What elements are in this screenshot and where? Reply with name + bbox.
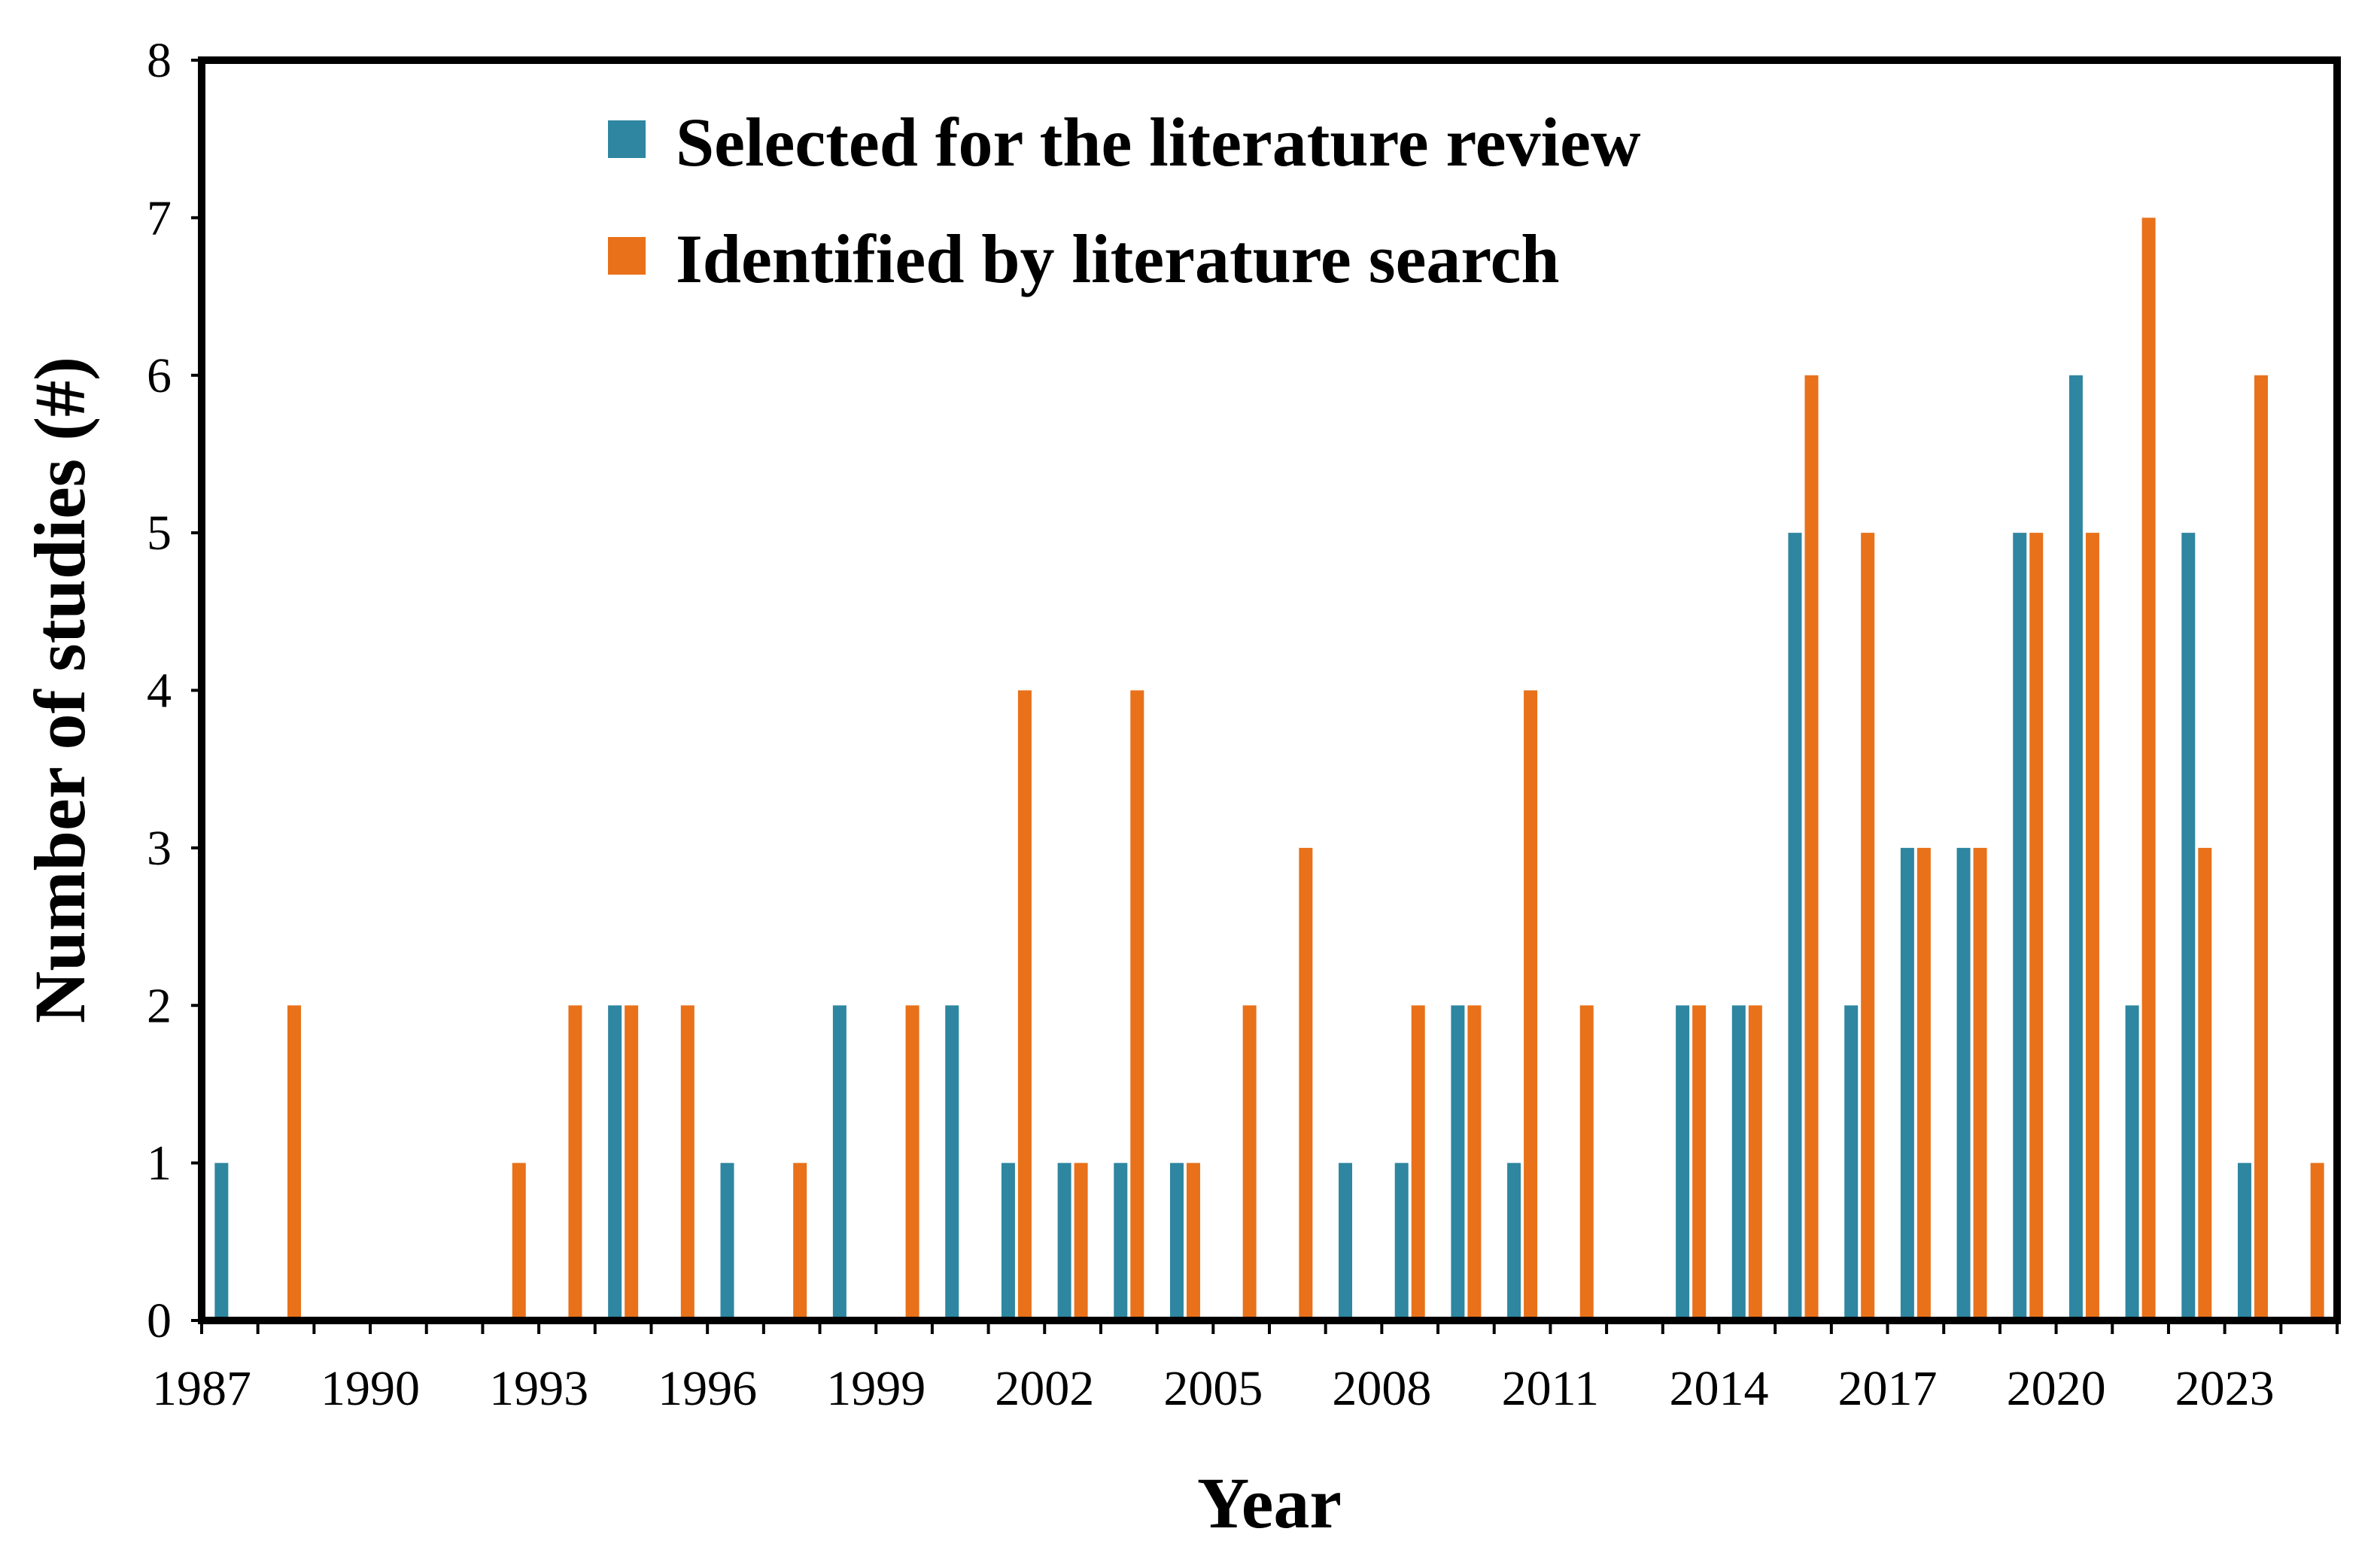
legend-swatch-selected xyxy=(608,120,646,158)
bar-identified-2002 xyxy=(1074,1162,1088,1320)
bar-identified-2004 xyxy=(1186,1162,1200,1320)
x-axis-title: Year xyxy=(1197,1463,1342,1543)
bar-selected-2022 xyxy=(2181,533,2196,1320)
y-tick-label: 2 xyxy=(147,978,172,1033)
bar-selected-2018 xyxy=(1956,847,1971,1320)
bar-identified-1992 xyxy=(512,1162,526,1320)
bar-identified-2009 xyxy=(1467,1005,1482,1320)
bar-selected-2019 xyxy=(2013,533,2027,1320)
bar-selected-2014 xyxy=(1731,1005,1746,1320)
bar-selected-2013 xyxy=(1676,1005,1690,1320)
bar-identified-1997 xyxy=(793,1162,807,1320)
legend-label-identified: Identified by literature search xyxy=(676,220,1560,297)
bar-identified-2021 xyxy=(2141,217,2156,1320)
x-tick-label: 1999 xyxy=(826,1361,926,1416)
bar-selected-1987 xyxy=(214,1162,229,1320)
x-tick-label: 2020 xyxy=(2007,1361,2106,1416)
bar-identified-2018 xyxy=(1973,847,1987,1320)
y-tick-label: 0 xyxy=(147,1293,172,1348)
bar-identified-1988 xyxy=(287,1005,302,1320)
bar-selected-2001 xyxy=(1001,1162,1015,1320)
bar-selected-1996 xyxy=(720,1162,734,1320)
y-tick-label: 1 xyxy=(147,1136,172,1191)
bar-identified-2020 xyxy=(2085,533,2099,1320)
x-tick-label: 2017 xyxy=(1838,1361,1938,1416)
bar-selected-2003 xyxy=(1114,1162,1128,1320)
x-tick-label: 2011 xyxy=(1502,1361,1600,1416)
bar-identified-2010 xyxy=(1524,690,1538,1320)
x-tick-label: 1987 xyxy=(152,1361,251,1416)
bar-identified-2001 xyxy=(1017,690,1032,1320)
y-tick-label: 8 xyxy=(147,33,172,88)
bar-identified-2014 xyxy=(1748,1005,1762,1320)
bar-identified-2003 xyxy=(1130,690,1144,1320)
bar-selected-1998 xyxy=(832,1005,847,1320)
bar-selected-2002 xyxy=(1057,1162,1071,1320)
bar-identified-2015 xyxy=(1804,375,1819,1320)
bar-identified-2005 xyxy=(1242,1005,1257,1320)
bar-identified-2013 xyxy=(1692,1005,1707,1320)
bar-identified-2006 xyxy=(1299,847,1313,1320)
bar-identified-2017 xyxy=(1916,847,1931,1320)
x-axis: 1987 1990 1993 1996 1999 2002 2005 2008 2011 2014… xyxy=(152,1320,2339,1416)
bar-selected-2021 xyxy=(2125,1005,2139,1320)
bar-identified-2023 xyxy=(2254,375,2268,1320)
x-tick-label: 1993 xyxy=(489,1361,588,1416)
bar-identified-1994 xyxy=(625,1005,639,1320)
bar-selected-2016 xyxy=(1844,1005,1859,1320)
x-tick-label: 2023 xyxy=(2175,1361,2275,1416)
bar-selected-2023 xyxy=(2237,1162,2251,1320)
x-tick-label: 2014 xyxy=(1669,1361,1768,1416)
y-tick-label: 4 xyxy=(147,664,172,719)
bar-identified-2019 xyxy=(2029,533,2044,1320)
bar-identified-2016 xyxy=(1861,533,1875,1320)
bar-identified-1999 xyxy=(905,1005,919,1320)
y-tick-label: 3 xyxy=(147,821,172,876)
bar-identified-2024 xyxy=(2310,1162,2324,1320)
x-tick-label: 1996 xyxy=(658,1361,757,1416)
y-axis: 0 1 2 3 4 5 6 7 8 xyxy=(147,33,202,1348)
bar-selected-2004 xyxy=(1169,1162,1184,1320)
bar-selected-2007 xyxy=(1339,1162,1353,1320)
bars-layer xyxy=(214,217,2324,1320)
x-tick-label: 2005 xyxy=(1163,1361,1263,1416)
x-tick-label: 1990 xyxy=(321,1361,420,1416)
bar-selected-2015 xyxy=(1788,533,1802,1320)
y-tick-label: 7 xyxy=(147,190,172,245)
bar-identified-1995 xyxy=(680,1005,695,1320)
legend-swatch-identified xyxy=(608,237,646,275)
bar-identified-2011 xyxy=(1579,1005,1594,1320)
bar-selected-2009 xyxy=(1451,1005,1465,1320)
bar-selected-2000 xyxy=(945,1005,959,1320)
bar-selected-2010 xyxy=(1507,1162,1521,1320)
bar-selected-2008 xyxy=(1394,1162,1409,1320)
bar-selected-2020 xyxy=(2068,375,2083,1320)
bar-identified-2008 xyxy=(1411,1005,1425,1320)
y-axis-title: Number of studies (#) xyxy=(20,357,100,1023)
bar-identified-1993 xyxy=(568,1005,582,1320)
bar-identified-2022 xyxy=(2198,847,2212,1320)
bar-selected-1994 xyxy=(608,1005,622,1320)
y-tick-label: 6 xyxy=(147,348,172,403)
legend: Selected for the literature review Ident… xyxy=(608,104,1640,297)
legend-label-selected: Selected for the literature review xyxy=(676,104,1640,181)
bar-selected-2017 xyxy=(1900,847,1914,1320)
y-tick-label: 5 xyxy=(147,506,172,561)
x-tick-label: 2008 xyxy=(1332,1361,1431,1416)
x-tick-label: 2002 xyxy=(995,1361,1094,1416)
